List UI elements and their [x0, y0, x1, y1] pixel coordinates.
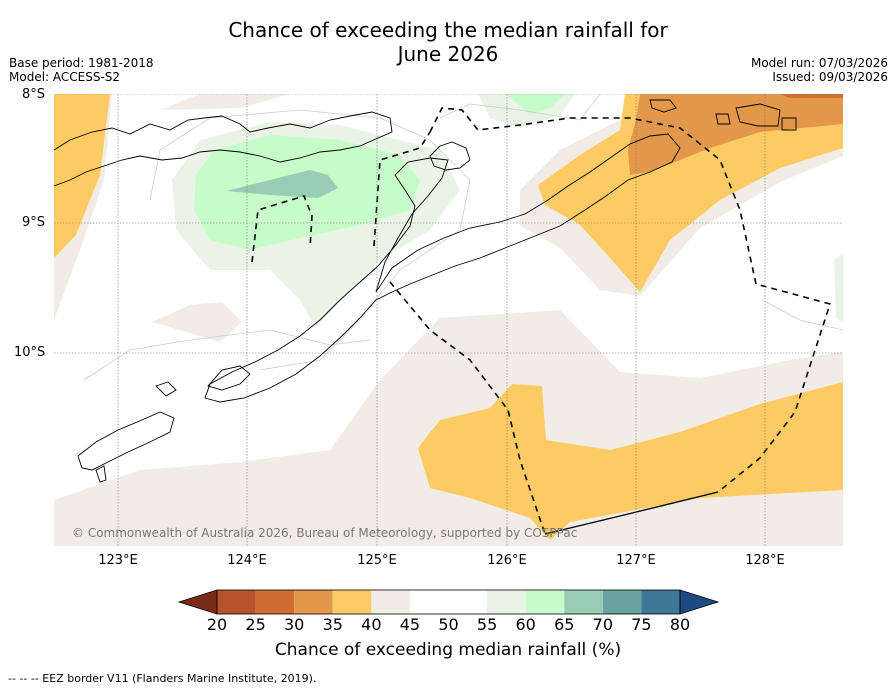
colorbar-tick-label: 55 — [476, 615, 498, 634]
eez-border-solid — [544, 491, 719, 535]
colorbar-outline — [216, 589, 681, 615]
contour-line-1 — [149, 109, 471, 371]
colorbar-tick-label: 40 — [361, 615, 382, 634]
model-run-info: Model run: 07/03/2026 Issued: 09/03/2026 — [751, 56, 888, 84]
base-period: Base period: 1981-2018 — [9, 56, 154, 70]
region-35-40-west — [54, 94, 110, 258]
colorbar-bin — [332, 590, 372, 614]
region-30-35-northeast — [628, 94, 843, 175]
colorbar-bin — [602, 590, 642, 614]
coastline-sawu — [155, 381, 177, 397]
colorbar-tick-label: 70 — [592, 615, 613, 634]
colorbar-tick-label: 50 — [438, 615, 459, 634]
lat-label-8s: 8°S — [22, 87, 46, 102]
coastline-rote — [207, 365, 251, 391]
lon-label-126e: 126°E — [487, 553, 527, 568]
region-60-65-north — [505, 94, 565, 114]
coastline-flores-east — [54, 111, 393, 187]
colorbar — [177, 589, 720, 615]
colorbar-tick-label: 80 — [669, 615, 691, 634]
map-title: Chance of exceeding the median rainfall … — [0, 18, 896, 66]
colorbar-bin — [525, 590, 565, 614]
colorbar-bin — [641, 590, 680, 614]
colorbar-bin — [371, 590, 410, 614]
colorbar-arrow-high — [679, 589, 720, 615]
issued-date: Issued: 09/03/2026 — [772, 70, 888, 84]
eez-border-timor — [373, 131, 431, 247]
copyright-notice: © Commonwealth of Australia 2026, Bureau… — [72, 526, 578, 540]
eez-border-oecussi — [251, 195, 313, 263]
lon-label-124e: 124°E — [227, 553, 267, 568]
region-40-45-north — [160, 94, 290, 110]
title-line-1: Chance of exceeding the median rainfall … — [228, 18, 668, 42]
lat-label-10s: 10°S — [14, 345, 46, 360]
colorbar-title: Chance of exceeding median rainfall (%) — [274, 640, 622, 660]
eez-border-east — [429, 107, 832, 493]
lon-label-127e: 127°E — [616, 553, 656, 568]
colorbar-arrow-low — [177, 589, 218, 615]
model-run-date: Model run: 07/03/2026 — [750, 56, 888, 70]
colorbar-tick-label: 45 — [399, 615, 421, 634]
region-65-70-central — [226, 170, 338, 198]
coastline-island-w — [95, 465, 107, 483]
colorbar-bin — [564, 590, 603, 614]
model-name: Model: ACCESS-S2 — [9, 70, 121, 84]
region-35-40-south — [418, 382, 843, 540]
colorbar-tick-label: 25 — [245, 615, 266, 634]
colorbar-tick-label: 35 — [322, 615, 343, 634]
contour-line-2 — [83, 329, 371, 381]
coastline-island-ne3 — [781, 117, 797, 131]
colorbar-bin — [448, 590, 488, 614]
colorbar-tick-label: 65 — [554, 615, 575, 634]
coastline-island-ne1 — [735, 103, 781, 127]
colorbar-tick-label: 75 — [631, 615, 652, 634]
coastline-alor — [429, 141, 471, 171]
eez-border-south — [389, 281, 546, 535]
lon-label-123e: 123°E — [98, 553, 138, 568]
region-35-40-northeast — [538, 94, 843, 292]
colorbar-tick-label: 60 — [515, 615, 536, 634]
coastline-island-ne2 — [715, 113, 731, 125]
lon-label-128e: 128°E — [745, 553, 785, 568]
colorbar-bin — [409, 590, 449, 614]
colorbar-tick-label: 30 — [283, 615, 305, 634]
lat-label-9s: 9°S — [22, 215, 46, 230]
region-40-45-island — [152, 302, 242, 342]
title-line-2: June 2026 — [397, 42, 499, 66]
coastline-timor — [204, 133, 681, 403]
colorbar-tick-label: 20 — [206, 615, 228, 634]
eez-footnote: -- -- -- EEZ border V11 (Flanders Marine… — [8, 672, 317, 685]
colorbar-bin — [487, 590, 526, 614]
colorbar-bin — [294, 590, 333, 614]
region-55-60-east — [834, 254, 843, 322]
lon-label-125e: 125°E — [357, 553, 397, 568]
base-period-info: Base period: 1981-2018 Model: ACCESS-S2 — [9, 56, 154, 84]
region-25-30-edge — [780, 94, 843, 98]
colorbar-bin — [217, 590, 256, 614]
coastline-wetar — [649, 99, 677, 113]
contour-line-4 — [761, 299, 843, 331]
colorbar-bin — [255, 590, 295, 614]
contour-line-3 — [439, 94, 601, 121]
